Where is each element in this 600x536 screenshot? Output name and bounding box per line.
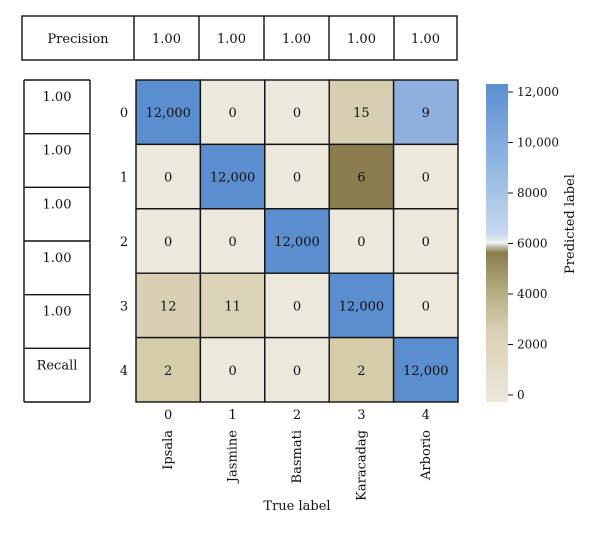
colorbar-tick-label: 4000 [517,287,548,301]
heatmap-cell [328,208,395,274]
column-tick-labels: 0 1 2 3 4 [164,408,430,423]
cell-value-label: 0 [422,171,430,186]
cell-value-label: 0 [422,235,430,250]
column-class-name: Karacadag [354,430,369,501]
precision-table-border [21,15,458,61]
precision-value: 1.00 [347,32,376,47]
precision-label: Precision [47,32,109,47]
column-class-names: Ipsala Jasmine Basmati Karacadag Arborio [161,430,434,501]
row-tick-label: 0 [120,106,128,121]
heatmap-cell [264,336,330,403]
recall-value: 1.00 [43,305,72,320]
heatmap-cell [135,143,202,210]
colorbar-tick-label: 12,000 [517,85,559,99]
cell-value-label: 0 [293,364,301,379]
column-class-name: Basmati [290,430,305,483]
colorbar-tick-label: 8000 [517,186,548,200]
heatmap-cell [392,336,459,403]
heatmap-cell [392,272,459,339]
column-class-name: Jasmine [226,430,241,484]
cell-value-label: 12,000 [210,171,256,186]
heatmap-cell [199,336,266,403]
cell-value-label: 12,000 [145,106,191,121]
recall-value: 1.00 [43,90,72,105]
precision-value: 1.00 [217,32,246,47]
cell-value-label: 6 [357,171,365,186]
cell-value-label: 2 [164,364,172,379]
colorbar-tick-label: 6000 [517,237,548,251]
column-tick-label: 2 [293,408,301,423]
row-tick-label: 1 [120,171,128,186]
cell-value-label: 12,000 [403,364,449,379]
column-class-name: Arborio [419,430,434,481]
row-tick-label: 2 [120,235,128,250]
x-axis-title: True label [263,499,330,514]
cell-value-label: 9 [422,106,430,121]
recall-value: 1.00 [43,144,72,159]
heatmap-grid: 12,000 0 0 15 9 0 12,000 0 6 0 0 0 12,000 0 0 12 11 0 12,0… [135,79,459,403]
recall-value: 1.00 [43,251,72,266]
cell-value-label: 11 [224,299,241,314]
cell-value-label: 0 [228,235,236,250]
column-tick-label: 1 [228,408,236,423]
colorbar-label: Predicted label [563,174,578,274]
colorbar-tick-label: 0 [517,388,525,402]
row-tick-label: 4 [120,364,128,379]
heatmap-cell [328,336,395,403]
cell-value-label: 0 [293,171,301,186]
cell-value-label: 0 [228,364,236,379]
cell-value-label: 0 [357,235,365,250]
heatmap-cell [199,143,266,210]
recall-column: 1.00 1.00 1.00 1.00 1.00 Recall [23,79,91,403]
cell-value-label: 0 [164,235,172,250]
colorbar-gradient [486,84,508,402]
column-tick-label: 3 [357,408,365,423]
precision-value: 1.00 [411,32,440,47]
heatmap-cell [199,79,266,146]
cell-value-label: 0 [293,106,301,121]
precision-table: Precision 1.00 1.00 1.00 1.00 1.00 [21,15,458,61]
colorbar-tick-label: 2000 [517,338,548,352]
heatmap-cell [135,208,202,274]
cell-value-label: 15 [353,106,370,121]
precision-value: 1.00 [282,32,311,47]
heatmap-cell [328,143,395,210]
colorbar-tick-label: 10,000 [517,136,559,150]
cell-value-label: 2 [357,364,365,379]
cell-value-label: 0 [293,299,301,314]
cell-value-label: 12,000 [274,235,320,250]
cell-value-label: 12 [160,299,177,314]
precision-value: 1.00 [152,32,181,47]
column-tick-label: 4 [422,408,430,423]
recall-value: 1.00 [43,197,72,212]
column-class-name: Ipsala [161,430,176,470]
recall-label: Recall [37,358,78,373]
row-tick-labels: 0 1 2 3 4 [120,106,128,379]
cell-value-label: 12,000 [339,299,385,314]
heatmap-cell [392,79,459,146]
row-tick-label: 3 [120,299,128,314]
colorbar: 12,000 10,000 8000 6000 4000 2000 0 Predicted … [486,84,578,402]
cell-value-label: 0 [164,171,172,186]
heatmap-cell [392,143,459,210]
cell-value-label: 0 [422,299,430,314]
colorbar-ticks: 12,000 10,000 8000 6000 4000 2000 0 [508,85,559,402]
heatmap-cell [392,208,459,274]
column-tick-label: 0 [164,408,172,423]
cell-value-label: 0 [228,106,236,121]
